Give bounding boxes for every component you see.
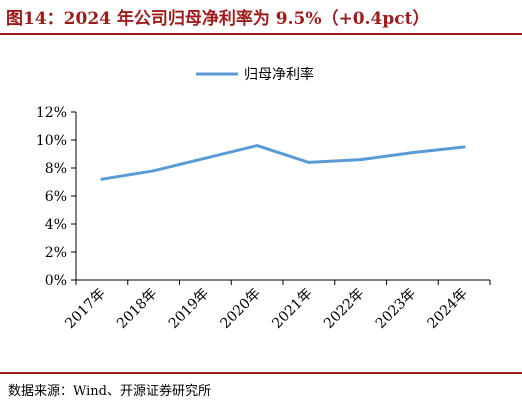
- legend-label: 归母净利率: [244, 66, 314, 83]
- data-point: [462, 145, 466, 149]
- x-tick-label: 2023年: [373, 286, 419, 332]
- series-group: [100, 144, 466, 181]
- y-tick-label: 12%: [36, 105, 67, 121]
- data-source-note: 数据来源：Wind、开源证券研究所: [8, 384, 211, 399]
- y-tick-label: 8%: [45, 161, 67, 177]
- y-tick-label: 6%: [45, 189, 67, 205]
- series-line-归母净利率: [101, 144, 465, 181]
- y-tick-label: 4%: [45, 217, 67, 233]
- data-point: [100, 177, 104, 181]
- y-tick-label: 0%: [45, 273, 67, 289]
- data-point: [359, 158, 363, 162]
- data-point: [152, 169, 156, 173]
- y-tick-label: 2%: [45, 245, 67, 261]
- x-tick-label: 2022年: [321, 286, 367, 332]
- data-point: [203, 156, 207, 160]
- data-point: [410, 151, 414, 155]
- x-tick-label: 2020年: [218, 286, 264, 332]
- x-axis-ticks: 2017年 2018年 2019年 2020年 2021年 2022年 2023年 2024年: [62, 280, 491, 332]
- x-tick-label: 2024年: [425, 286, 471, 332]
- legend: 归母净利率: [196, 66, 314, 83]
- data-point: [307, 160, 311, 164]
- plot-area: 0%2%4%6%8%10%12% 2017年 2018年 2019年 2020年 202…: [36, 105, 491, 332]
- x-tick-label: 2021年: [269, 286, 315, 332]
- x-tick-label: 2019年: [166, 286, 212, 332]
- x-tick-label: 2017年: [62, 286, 108, 332]
- data-point: [255, 144, 259, 148]
- y-axis-ticks: 0% 2% 4% 6% 8% 10% 12%: [36, 105, 76, 289]
- line-chart: 归母净利率 0%2%4%6%8%10%12% 2017年 2018年 2019年 20…: [36, 66, 491, 332]
- footer-divider: [0, 372, 522, 374]
- title-divider: [0, 33, 522, 35]
- x-tick-label: 2018年: [114, 286, 160, 332]
- y-tick-label: 10%: [36, 133, 67, 149]
- figure-title: 图14：2024 年公司归母净利率为 9.5%（+0.4pct）: [6, 9, 430, 29]
